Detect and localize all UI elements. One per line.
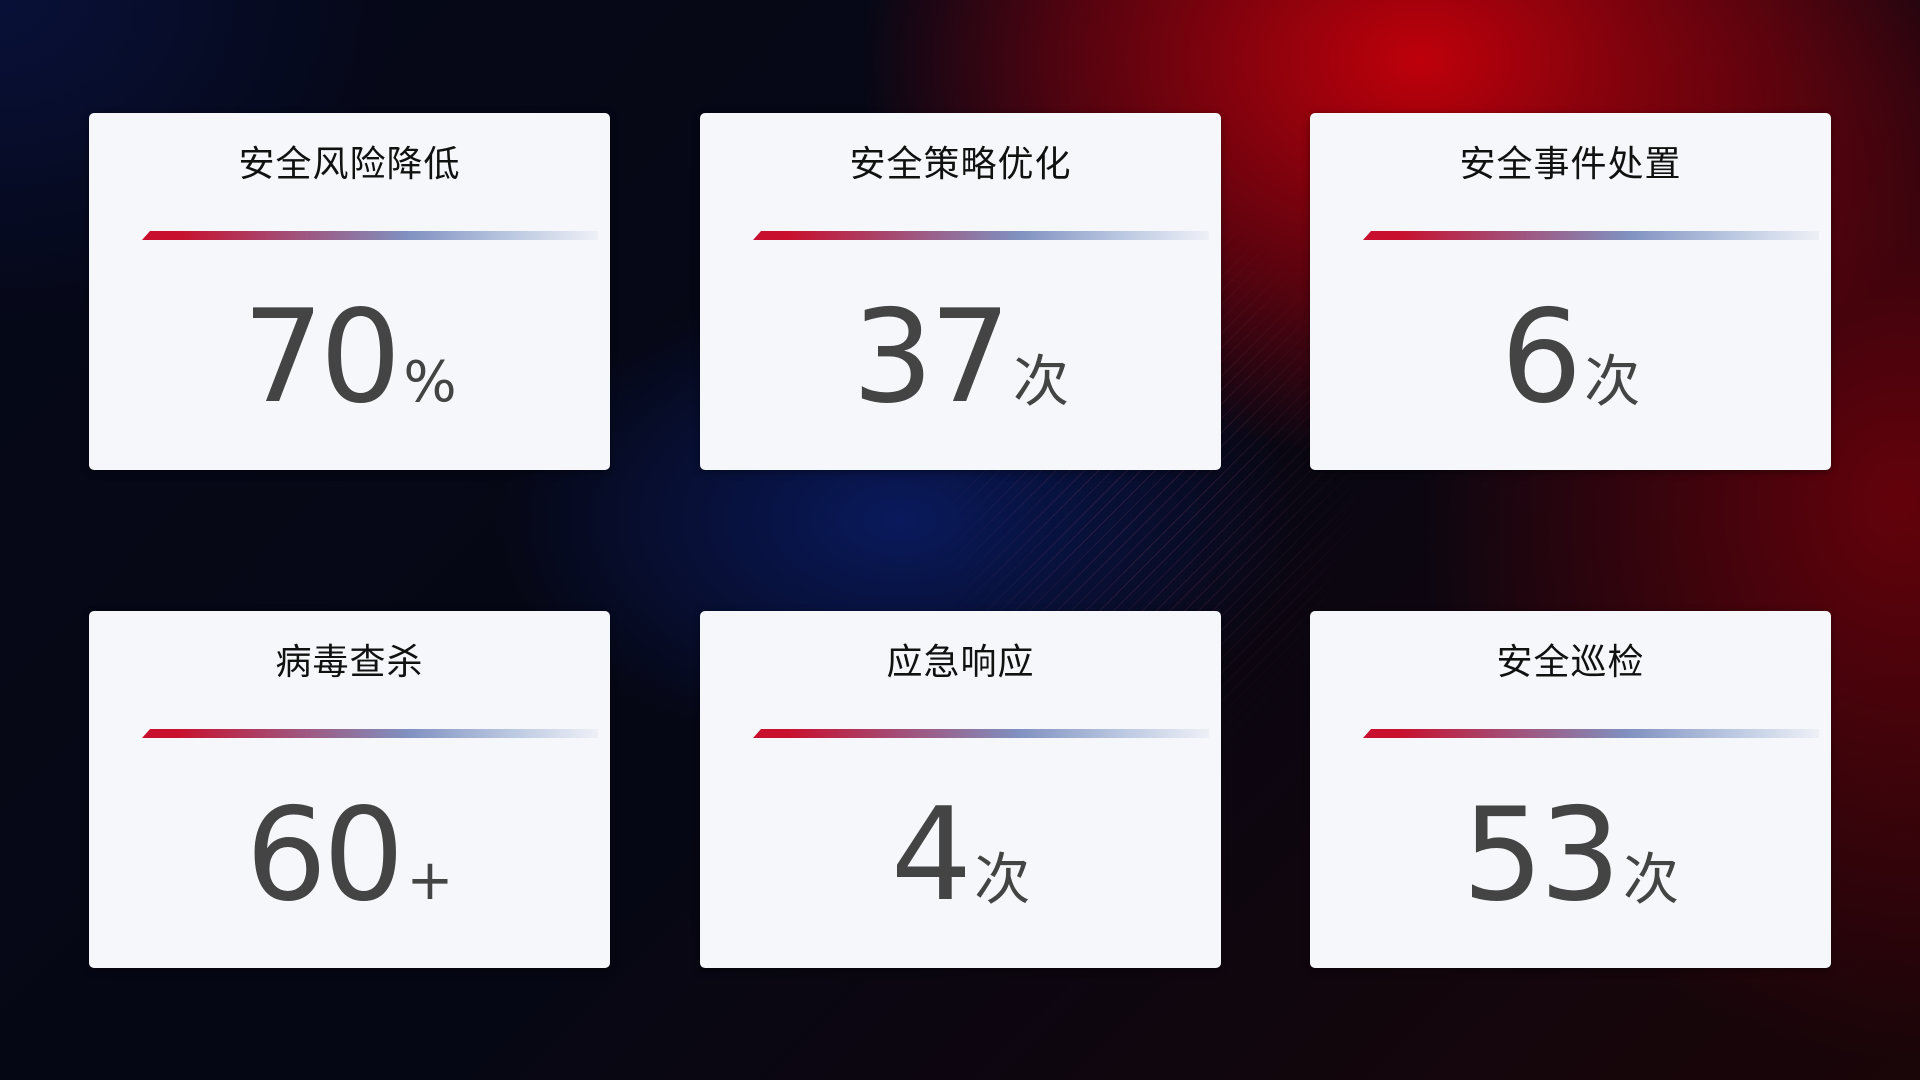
card-divider bbox=[753, 729, 1209, 738]
card-value: 70% bbox=[89, 283, 610, 432]
card-title: 应急响应 bbox=[886, 642, 1035, 683]
card-divider bbox=[142, 231, 598, 240]
card-title: 安全事件处置 bbox=[1459, 144, 1682, 185]
card-value: 60 + bbox=[89, 781, 610, 930]
card-title: 安全风险降低 bbox=[238, 144, 461, 185]
stat-card-security-inspection: 安全巡检 53 次 bbox=[1310, 611, 1831, 968]
value-unit: 次 bbox=[1012, 350, 1069, 415]
value-unit: 次 bbox=[1622, 848, 1679, 913]
stat-card-virus-removal: 病毒查杀 60 + bbox=[89, 611, 610, 968]
value-number: 60 bbox=[245, 781, 405, 930]
value-unit: 次 bbox=[1584, 350, 1641, 415]
value-unit: % bbox=[403, 350, 457, 415]
card-divider bbox=[1363, 231, 1819, 240]
card-value: 37 次 bbox=[700, 283, 1221, 432]
card-title: 安全策略优化 bbox=[849, 144, 1072, 185]
card-divider bbox=[1363, 729, 1819, 738]
value-number: 37 bbox=[852, 283, 1011, 432]
value-number: 4 bbox=[890, 781, 972, 930]
value-unit: 次 bbox=[974, 848, 1031, 913]
stat-card-policy-optimization: 安全策略优化 37 次 bbox=[700, 113, 1221, 470]
card-title: 病毒查杀 bbox=[275, 642, 424, 683]
value-number: 6 bbox=[1500, 283, 1582, 432]
card-value: 53 次 bbox=[1310, 781, 1831, 930]
value-unit: + bbox=[406, 848, 454, 913]
value-number: 70 bbox=[242, 283, 401, 432]
card-divider bbox=[142, 729, 598, 738]
card-title: 安全巡检 bbox=[1496, 642, 1645, 683]
value-number: 53 bbox=[1462, 781, 1621, 930]
card-divider bbox=[753, 231, 1209, 240]
stat-card-risk-reduction: 安全风险降低 70% bbox=[89, 113, 610, 470]
